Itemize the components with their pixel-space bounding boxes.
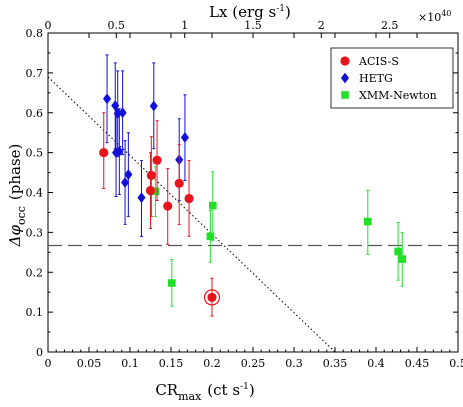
y-tick-label: 0.7 xyxy=(26,67,44,80)
hetg-series xyxy=(102,54,189,237)
y-tick-label: 0.8 xyxy=(26,27,44,40)
xmm-newton-point-marker xyxy=(209,201,217,210)
top-axis-multiplier: ×1040 xyxy=(418,9,451,24)
xmm-newton-point-marker xyxy=(206,232,215,241)
y-tick-label: 0.4 xyxy=(26,187,44,200)
acis-s-point-marker xyxy=(99,148,109,158)
y-tick-label: 0.6 xyxy=(26,107,44,120)
acis-s-point-marker xyxy=(174,178,184,188)
hetg-point-marker xyxy=(102,93,112,105)
legend-label-xmm-newton: XMM-Newton xyxy=(359,89,437,102)
hetg-point-marker xyxy=(180,132,189,143)
acis-s-point-marker xyxy=(163,201,173,211)
hetg-point-marker xyxy=(124,169,133,180)
y-tick-label: 0.2 xyxy=(26,266,44,279)
dotted-fit-line xyxy=(47,76,336,353)
x-tick-label: 0.3 xyxy=(285,357,303,370)
axes-layer: 0 0.05 0.1 0.15 0.2 0.25 0.3 0.35 0.4 0.45 0.5 0 0.1… xyxy=(26,19,463,370)
xmm-newton-point-marker xyxy=(398,255,407,263)
hetg-point-marker xyxy=(149,100,158,112)
acis-s-point-marker xyxy=(145,185,156,196)
hetg-point-marker xyxy=(137,192,146,204)
x-tick-label: 0.5 xyxy=(449,357,463,370)
y-tick-label: 0 xyxy=(36,346,43,359)
x-tick-label: 0.15 xyxy=(159,357,184,370)
legend: ACIS-S HETG XMM-Newton xyxy=(330,47,454,109)
hetg-point-marker xyxy=(111,100,120,111)
highlighted-point-ring xyxy=(203,289,221,306)
reference-lines xyxy=(47,76,458,353)
legend-acis-s-marker xyxy=(340,56,350,66)
x-tick-label: 0.45 xyxy=(405,357,430,370)
data-layer xyxy=(99,54,407,317)
x-axis-label: CRmax (ct s-1) xyxy=(155,381,254,403)
y-tick-label: 0.3 xyxy=(26,226,44,239)
acis-s-point-marker xyxy=(152,155,162,165)
x-tick-label: 0 xyxy=(45,357,52,370)
legend-hetg-marker xyxy=(340,72,350,84)
hetg-point-marker xyxy=(118,107,127,119)
xmm-newton-point-marker xyxy=(394,247,402,256)
legend-label-acis-s: ACIS-S xyxy=(358,55,399,68)
acis-s-point-marker xyxy=(184,193,194,204)
legend-box xyxy=(330,47,454,109)
legend-xmm-newton-marker xyxy=(341,91,349,99)
x-tick-label: 0.05 xyxy=(77,357,102,370)
y-tick-label: 0.1 xyxy=(26,306,44,319)
acis-s-point-marker xyxy=(146,170,156,180)
top-tick-label: 0.5 xyxy=(108,19,126,32)
xmm-newton-point-marker xyxy=(364,217,372,226)
x-tick-label: 0.25 xyxy=(241,357,266,370)
top-tick-label: 2.5 xyxy=(381,19,399,32)
top-tick-label: 2 xyxy=(318,19,325,32)
top-tick-label: 1 xyxy=(181,19,188,32)
xmm-newton-point-marker xyxy=(168,279,176,287)
x-tick-label: 0.35 xyxy=(323,357,348,370)
top-axis-label: Lx (erg s-1) xyxy=(209,3,291,21)
x-tick-label: 0.1 xyxy=(121,357,139,370)
y-tick-label: 0.5 xyxy=(26,147,44,160)
top-tick-label: 0 xyxy=(45,19,52,32)
legend-label-hetg: HETG xyxy=(359,72,393,85)
x-tick-label: 0.2 xyxy=(203,357,221,370)
top-tick-label: 1.5 xyxy=(244,19,262,32)
x-tick-label: 0.4 xyxy=(367,357,385,370)
acis-s-series xyxy=(99,112,221,317)
hetg-point-marker xyxy=(121,177,130,188)
xmm-newton-point-marker xyxy=(151,187,160,196)
acis-s-point-marker xyxy=(207,292,217,302)
y-axis-label: Δφocc(phase) xyxy=(6,144,28,248)
